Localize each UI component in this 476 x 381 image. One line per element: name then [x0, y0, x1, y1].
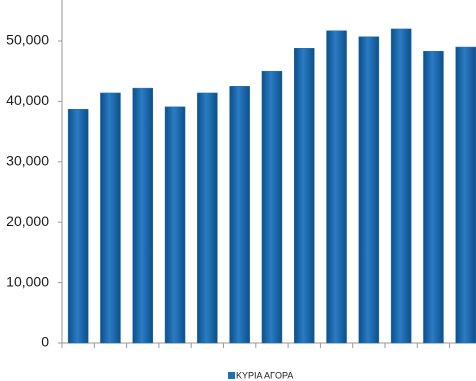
bar: [423, 51, 444, 344]
bar: [67, 109, 89, 344]
bar: [100, 92, 121, 344]
y-tick-label: 0: [41, 334, 49, 350]
bar: [358, 36, 380, 344]
bar: [132, 87, 153, 344]
bar: [455, 46, 476, 344]
bar: [197, 92, 218, 344]
y-tick-label: 30,000: [6, 153, 49, 169]
y-tick-label: 20,000: [6, 213, 49, 229]
legend-swatch: [228, 372, 235, 379]
legend-label: ΚΥΡΙΑ ΑΓΟΡΑ: [236, 370, 293, 380]
bar: [229, 86, 250, 344]
y-tick-label: 10,000: [6, 273, 49, 289]
bar: [261, 70, 283, 344]
y-tick-label: 50,000: [6, 32, 49, 48]
bar: [326, 30, 347, 344]
bar: [390, 28, 412, 344]
bar: [294, 47, 315, 344]
y-tick-label: 40,000: [6, 92, 49, 108]
bar: [164, 106, 186, 344]
